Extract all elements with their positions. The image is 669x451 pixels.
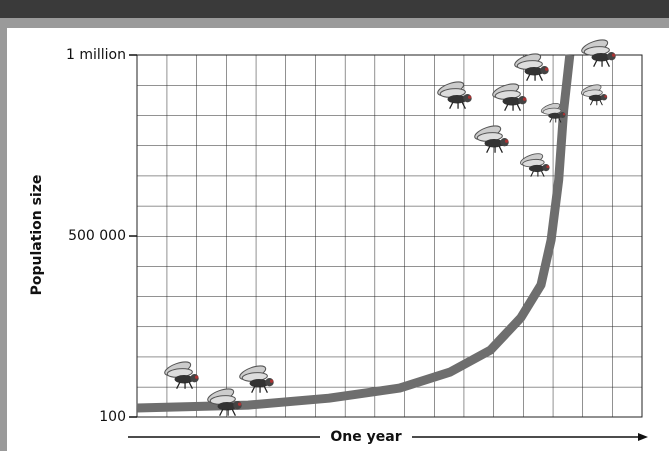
y-tick-label: 500 000 [68,228,126,244]
y-tick-label: 100 [99,409,126,425]
series [136,54,575,413]
y-ticks: 100 500 000 1 million [66,47,137,425]
arrow-head [638,433,648,441]
frame-left [0,18,7,451]
y-axis-label: Population size [29,175,45,296]
header-bar [0,0,669,18]
label-bg [320,428,412,446]
x-axis-label: One year [330,429,401,445]
header-band [0,18,669,28]
growth-curve [136,54,575,413]
y-tick-label: 1 million [66,47,126,63]
